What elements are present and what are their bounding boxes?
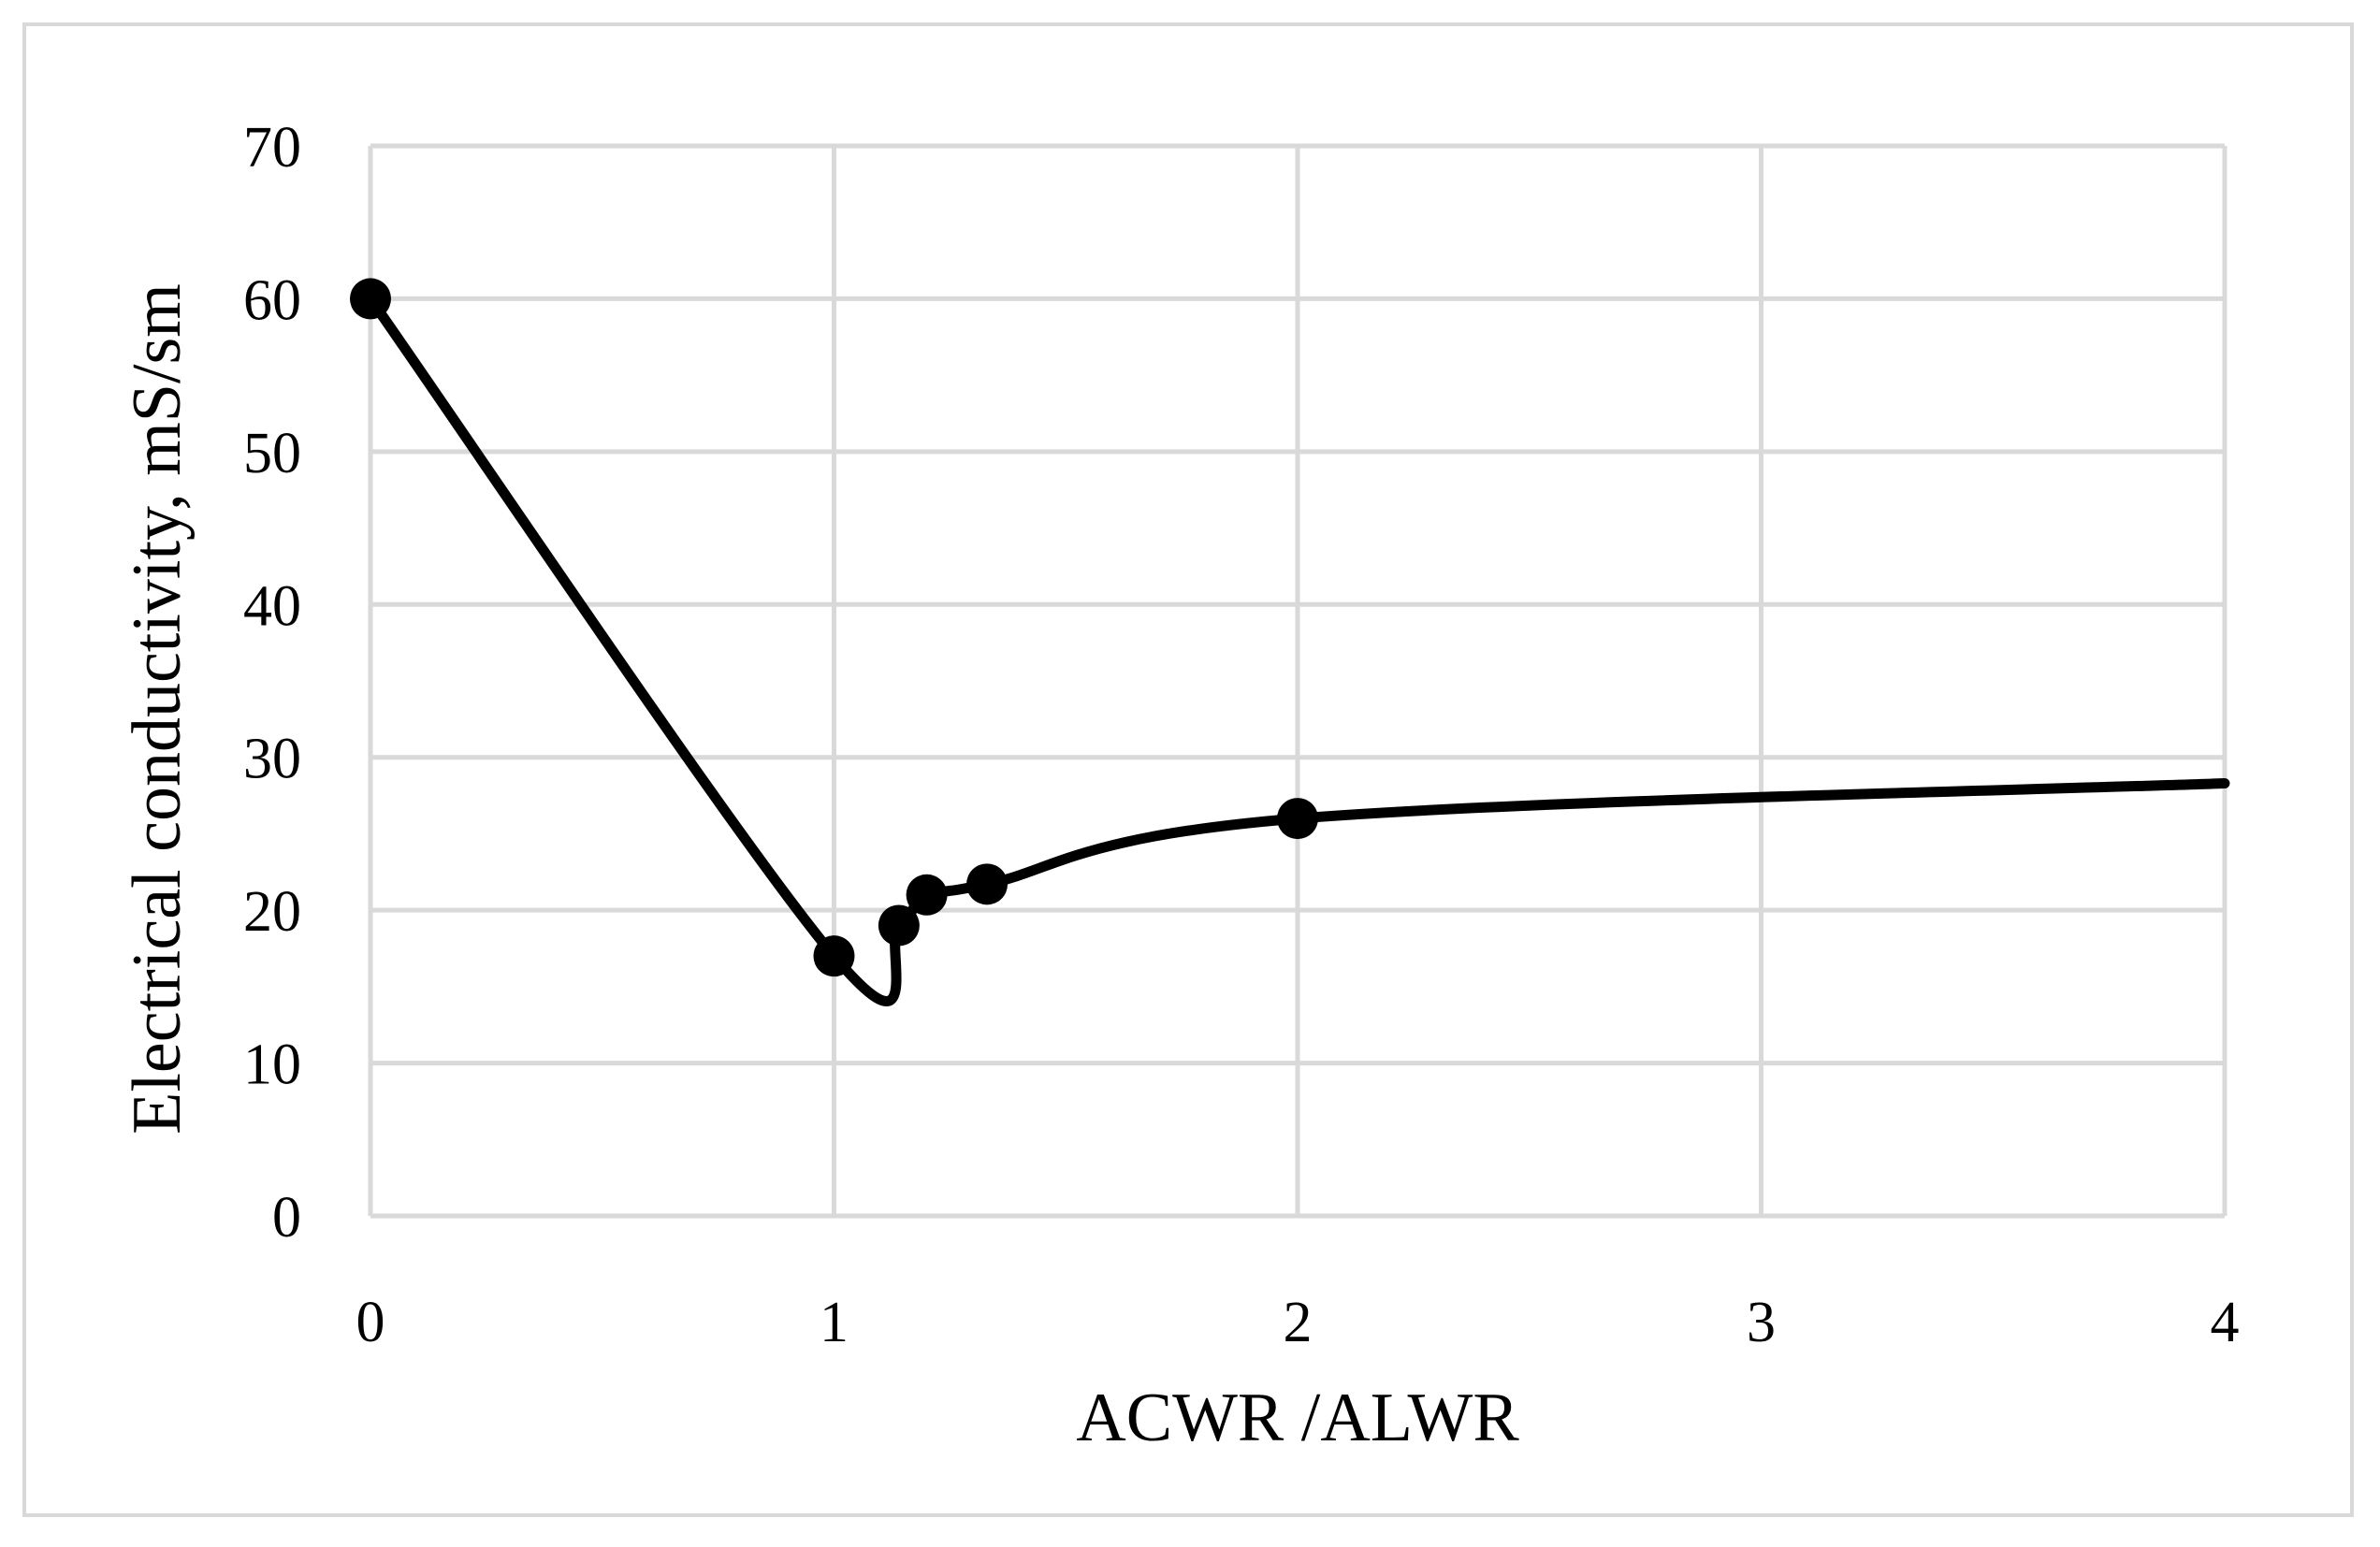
- y-tick-label-50: 50: [243, 422, 301, 485]
- x-tick-label-3: 3: [1747, 1291, 1776, 1354]
- data-point-2: [878, 904, 920, 947]
- x-gridlines: [832, 146, 2228, 1216]
- data-point-4: [966, 863, 1009, 905]
- y-tick-label-60: 60: [243, 268, 301, 332]
- y-tick-label-0: 0: [272, 1186, 301, 1250]
- chart-frame: [22, 22, 2354, 1517]
- x-tick-label-1: 1: [820, 1291, 849, 1354]
- x-axis-title: ACWR /ALWR: [1076, 1380, 1519, 1456]
- y-tick-label-30: 30: [243, 728, 301, 791]
- y-tick-label-20: 20: [243, 880, 301, 944]
- data-point-1: [813, 935, 855, 977]
- data-point-5: [1277, 798, 1318, 840]
- y-tick-label-70: 70: [243, 116, 301, 180]
- y-tick-label-40: 40: [243, 574, 301, 638]
- y-tick-label-10: 10: [243, 1034, 301, 1097]
- x-tick-label-2: 2: [1284, 1291, 1313, 1354]
- x-tick-labels: 0 1 2 3 4: [356, 1291, 2240, 1354]
- x-tick-label-4: 4: [2211, 1291, 2240, 1354]
- data-point-3: [906, 874, 948, 916]
- data-point-0: [350, 278, 391, 320]
- data-points: [350, 278, 1318, 977]
- x-tick-label-0: 0: [356, 1291, 385, 1354]
- y-axis-title: Electrical conductivity, mS/sm: [119, 283, 196, 1135]
- y-tick-labels: 0 10 20 30 40 50 60 70: [243, 116, 301, 1250]
